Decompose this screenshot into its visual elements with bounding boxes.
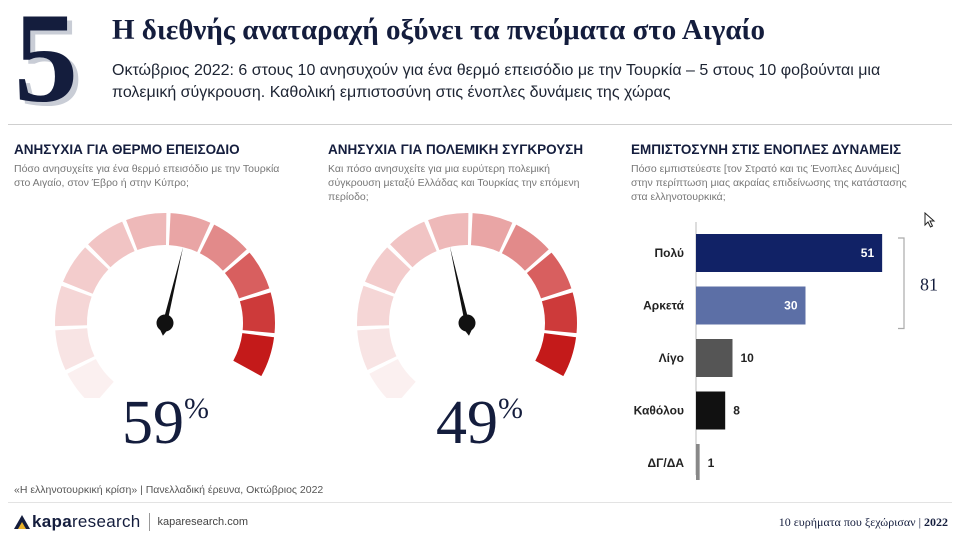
gauge-segment: [470, 213, 513, 252]
bar: [696, 286, 806, 325]
slide-number: 5: [14, 0, 78, 129]
gauge-segment: [357, 285, 394, 327]
bar: [696, 339, 733, 377]
gauge-1-value-number: 59: [122, 389, 184, 457]
header-divider: [8, 124, 952, 125]
gauge-segment: [63, 247, 109, 294]
mouse-pointer-icon: [924, 212, 936, 228]
footer-series: 10 ευρήματα που ξεχώρισαν | 2022: [778, 515, 948, 529]
panel-2-title: ΑΝΗΣΥΧΙΑ ΓΙΑ ΠΟΛΕΜΙΚΗ ΣΥΓΚΡΟΥΣΗ: [328, 142, 584, 157]
source-note: «Η ελληνοτουρκική κρίση» | Πανελλαδική έ…: [14, 484, 324, 496]
bar-category-label: Λίγο: [659, 351, 684, 365]
bar-value-label: 1: [708, 456, 715, 470]
bar-chart-trust-armed-forces: Πολύ 51 Αρκετά 30 Λίγο 10 Καθόλου 8 ΔΓ/ΔΑ 1 81: [634, 222, 938, 480]
gauge-1-percent-sign: %: [184, 392, 209, 425]
bar-value-label: 51: [861, 246, 875, 260]
gauge-segment: [501, 224, 549, 271]
footer-divider: [8, 502, 952, 503]
bar: [696, 391, 726, 430]
gauge-segment: [541, 292, 577, 334]
panel-3-title: ΕΜΠΙΣΤΟΣΥΝΗ ΣΤΙΣ ΕΝΟΠΛΕΣ ΔΥΝΑΜΕΙΣ: [631, 142, 902, 157]
gauge-segment: [224, 252, 270, 299]
kapa-research-logo: kaparesearch kaparesearch.com: [12, 512, 248, 532]
gauge-chart-war-conflict: [357, 213, 577, 398]
bar: [696, 444, 700, 480]
gauge-segment: [233, 333, 275, 377]
gauge-segment: [67, 358, 114, 398]
bar-value-label: 8: [733, 404, 740, 418]
panel-1-title: ΑΝΗΣΥΧΙΑ ΓΙΑ ΘΕΡΜΟ ΕΠΕΙΣΟΔΙΟ: [14, 142, 240, 157]
bar: [696, 234, 883, 272]
page-title: Η διεθνής αναταραχή οξύνει τα πνεύματα σ…: [112, 14, 766, 46]
gauge-1-value: 59%: [122, 392, 209, 454]
panel-3-question: Πόσο εμπιστεύεστε [τον Στρατό και τις Έν…: [631, 163, 907, 203]
panel-1-question: Πόσο ανησυχείτε για ένα θερμό επεισόδιο …: [14, 163, 280, 189]
bar-category-label: Καθόλου: [634, 404, 684, 418]
website-link[interactable]: kaparesearch.com: [157, 516, 249, 528]
logo-separator: [148, 513, 150, 531]
gauge-segment: [199, 224, 247, 271]
gauge-segment: [390, 221, 437, 268]
gauge-segment: [365, 247, 411, 294]
bar-category-label: Πολύ: [655, 246, 684, 260]
bar-value-label: 10: [741, 351, 755, 365]
gauge-segment: [239, 292, 275, 334]
gauge-segment: [357, 328, 397, 370]
gauge-segment: [369, 358, 416, 398]
gauge-segment: [168, 213, 211, 252]
gauge-needle-tail: [157, 323, 173, 336]
bar-category-label: ΔΓ/ΔΑ: [648, 456, 685, 470]
gauge-segment: [55, 328, 95, 370]
gauge-segment: [428, 213, 469, 251]
gauge-needle: [449, 246, 470, 324]
gauge-chart-heat-incident: [55, 213, 275, 398]
gauge-needle-tail: [459, 323, 475, 336]
gauge-segment: [88, 221, 135, 268]
bracket-line: [898, 237, 905, 330]
bar-value-label: 30: [784, 299, 798, 313]
logo-wordmark: kaparesearch: [32, 512, 141, 531]
gauge-needle: [162, 247, 184, 324]
gauge-segment: [535, 333, 577, 377]
gauge-2-value: 49%: [436, 392, 523, 454]
gauge-segment: [55, 285, 92, 327]
gauge-segment: [126, 213, 167, 251]
page-subtitle: Οκτώβριος 2022: 6 στους 10 ανησυχούν για…: [112, 62, 881, 101]
gauge-segment: [526, 252, 572, 299]
bracket-total-label: 81: [920, 274, 938, 294]
bar-category-label: Αρκετά: [643, 299, 684, 313]
gauge-2-value-number: 49: [436, 389, 498, 457]
gauge-2-percent-sign: %: [498, 392, 523, 425]
kapa-logo-icon: [14, 515, 30, 529]
panel-2-question: Και πόσο ανησυχείτε για μια ευρύτερη πολ…: [328, 163, 580, 203]
